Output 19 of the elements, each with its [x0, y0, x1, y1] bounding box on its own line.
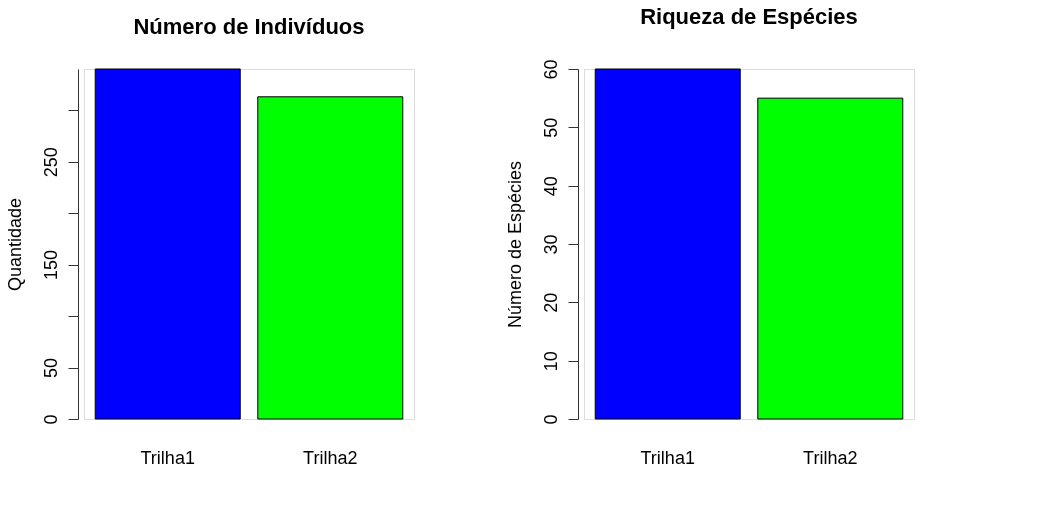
chart-title: Riqueza de Espécies — [640, 3, 858, 29]
y-tick-label: 10 — [540, 351, 561, 372]
y-tick-label: 50 — [40, 358, 61, 379]
chart-title: Número de Indivíduos — [133, 13, 365, 39]
y-tick-label: 40 — [540, 176, 561, 197]
y-tick-label: 30 — [540, 234, 561, 255]
y-tick-label: 150 — [40, 250, 61, 281]
y-tick-label: 250 — [40, 147, 61, 178]
y-tick-label: 0 — [40, 414, 61, 425]
y-tick-label: 0 — [540, 414, 561, 425]
y-tick-label: 20 — [540, 292, 561, 313]
y-axis-title: Quantidade — [4, 197, 25, 292]
y-axis-title: Número de Espécies — [504, 160, 525, 329]
x-tick-label: Trilha1 — [640, 447, 695, 468]
x-tick-label: Trilha1 — [140, 447, 195, 468]
y-tick-label: 60 — [540, 59, 561, 80]
x-tick-label: Trilha2 — [303, 447, 358, 468]
x-tick-label: Trilha2 — [803, 447, 858, 468]
y-tick-label: 50 — [540, 117, 561, 138]
